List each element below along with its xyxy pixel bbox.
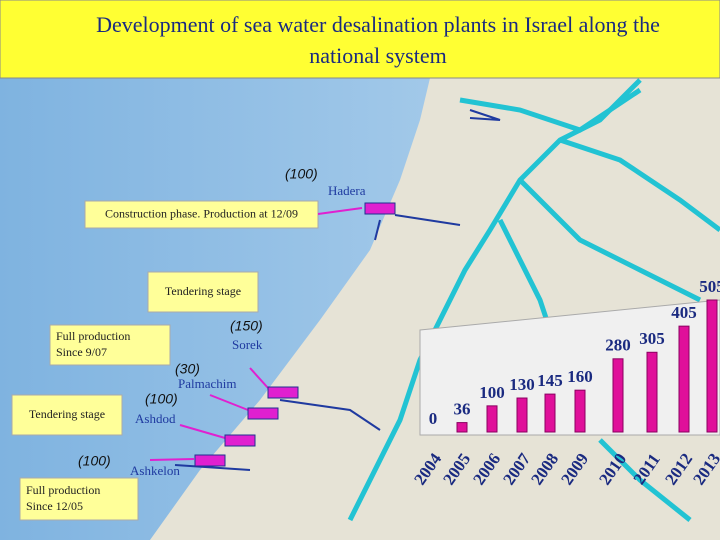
capacity: (100) xyxy=(145,391,178,407)
bar xyxy=(486,405,498,433)
plant-name: Ashkelon xyxy=(130,463,180,478)
bar xyxy=(706,299,718,433)
status-text: Tendering stage xyxy=(165,284,241,298)
bar xyxy=(544,393,556,433)
value-label: 36 xyxy=(454,399,471,418)
rivers xyxy=(347,78,720,522)
status-box xyxy=(147,271,259,313)
bar xyxy=(678,325,690,433)
status-text: Since 9/07 xyxy=(56,345,107,359)
title-box xyxy=(0,0,720,79)
plant-name: Palmachim xyxy=(178,376,237,391)
arrow xyxy=(149,458,195,461)
value-label: 130 xyxy=(509,375,535,394)
value-label: 0 xyxy=(429,409,438,428)
arrow xyxy=(209,394,249,411)
plant-marker xyxy=(194,454,226,467)
plant-marker xyxy=(224,434,256,447)
bar xyxy=(574,389,586,433)
plant-name: Hadera xyxy=(328,183,366,198)
status-box xyxy=(49,324,171,366)
pipes xyxy=(174,109,501,471)
value-label: 405 xyxy=(671,303,697,322)
bar xyxy=(516,397,528,433)
capacity: (100) xyxy=(78,453,111,469)
status-box xyxy=(19,477,139,521)
status-box xyxy=(84,200,319,229)
status-text: Since 12/05 xyxy=(26,499,83,513)
value-label: 505 xyxy=(699,277,720,296)
arrow xyxy=(249,367,269,389)
status-text: Full production xyxy=(56,329,130,343)
capacity: (150) xyxy=(230,318,263,334)
value-label: 305 xyxy=(639,329,665,348)
title: Development of sea water desalination pl… xyxy=(96,12,660,37)
bar xyxy=(456,422,468,433)
capacity: (30) xyxy=(175,361,200,377)
plant-marker xyxy=(364,202,396,215)
status-box xyxy=(11,394,123,436)
plant-marker xyxy=(267,386,299,399)
value-label: 160 xyxy=(567,367,593,386)
value-label: 280 xyxy=(605,336,631,355)
arrow xyxy=(179,424,226,439)
title: national system xyxy=(309,43,446,68)
arrow xyxy=(317,207,363,215)
chart-panel xyxy=(419,299,720,436)
bar xyxy=(646,351,658,433)
capacity: (100) xyxy=(285,166,318,182)
status-text: Construction phase. Production at 12/09 xyxy=(105,206,298,220)
status-text: Tendering stage xyxy=(29,407,105,421)
value-label: 145 xyxy=(537,371,563,390)
status-text: Full production xyxy=(26,483,100,497)
value-label: 100 xyxy=(479,383,505,402)
plant-marker xyxy=(247,407,279,420)
plant-name: Sorek xyxy=(232,337,263,352)
plant-name: Ashdod xyxy=(135,411,176,426)
bar xyxy=(612,358,624,433)
